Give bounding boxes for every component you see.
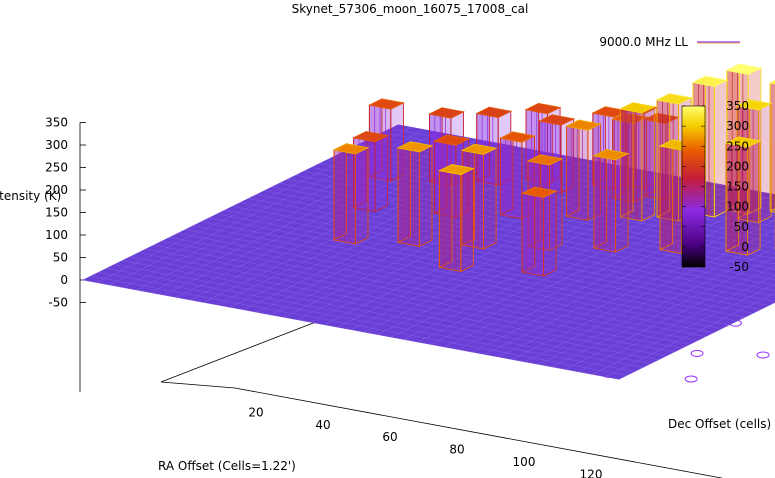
peak-column	[592, 148, 630, 253]
z-tick-label: 250	[45, 161, 68, 175]
colorbar-tick-label: 350	[726, 99, 749, 113]
legend-label: 9000.0 MHz LL	[599, 35, 688, 49]
x-tick-label: 60	[382, 430, 397, 444]
peak-column	[396, 141, 434, 248]
peak-column	[520, 186, 558, 277]
peak-column	[619, 101, 656, 222]
contour-ring	[684, 375, 698, 383]
peak-column	[332, 143, 370, 245]
peak-column	[437, 163, 475, 273]
x-tick-label: 20	[248, 405, 263, 419]
x-tick-label: 100	[513, 455, 536, 469]
z-tick-label: 100	[45, 228, 68, 242]
colorbar-ticks: 350 300 250 200 150 100 50 0 -50	[682, 99, 749, 274]
z-tick-label: 200	[45, 183, 68, 197]
z-tick-label: 150	[45, 206, 68, 220]
tick-labels: 350300250200150100500-502040608010012014…	[45, 116, 603, 478]
contour-ring	[756, 351, 770, 359]
colorbar-tick-label: 150	[726, 180, 749, 194]
z-tick-label: 50	[53, 251, 68, 265]
z-tick-label: 350	[45, 116, 68, 130]
colorbar-tick-label: 0	[741, 240, 749, 254]
colorbar-tick-label: -50	[729, 260, 749, 274]
x-axis-label: RA Offset (Cells=1.22')	[158, 459, 296, 473]
colorbar-tick-label: 300	[726, 119, 749, 133]
peak-column	[724, 136, 762, 256]
z-axis-label: Intensity (K)	[0, 189, 61, 203]
colorbar-tick-label: 200	[726, 159, 749, 173]
x-tick-label: 80	[449, 443, 464, 457]
peak-column	[565, 119, 602, 221]
y-axis-label: Dec Offset (cells)	[668, 417, 771, 431]
x-tick-label: 40	[315, 418, 330, 432]
peak-column	[499, 131, 536, 220]
x-tick-label: 120	[580, 467, 603, 478]
colorbar-tick-label: 250	[726, 139, 749, 153]
colorbar-tick-label: 50	[734, 220, 749, 234]
z-tick-label: 300	[45, 138, 68, 152]
contour-ring	[690, 349, 704, 357]
chart-title: Skynet_57306_moon_16075_17008_cal	[292, 2, 529, 16]
colorbar-tick-label: 100	[726, 200, 749, 214]
z-tick-label: -50	[48, 296, 68, 310]
surface	[82, 63, 775, 380]
z-tick-label: 0	[60, 273, 68, 287]
